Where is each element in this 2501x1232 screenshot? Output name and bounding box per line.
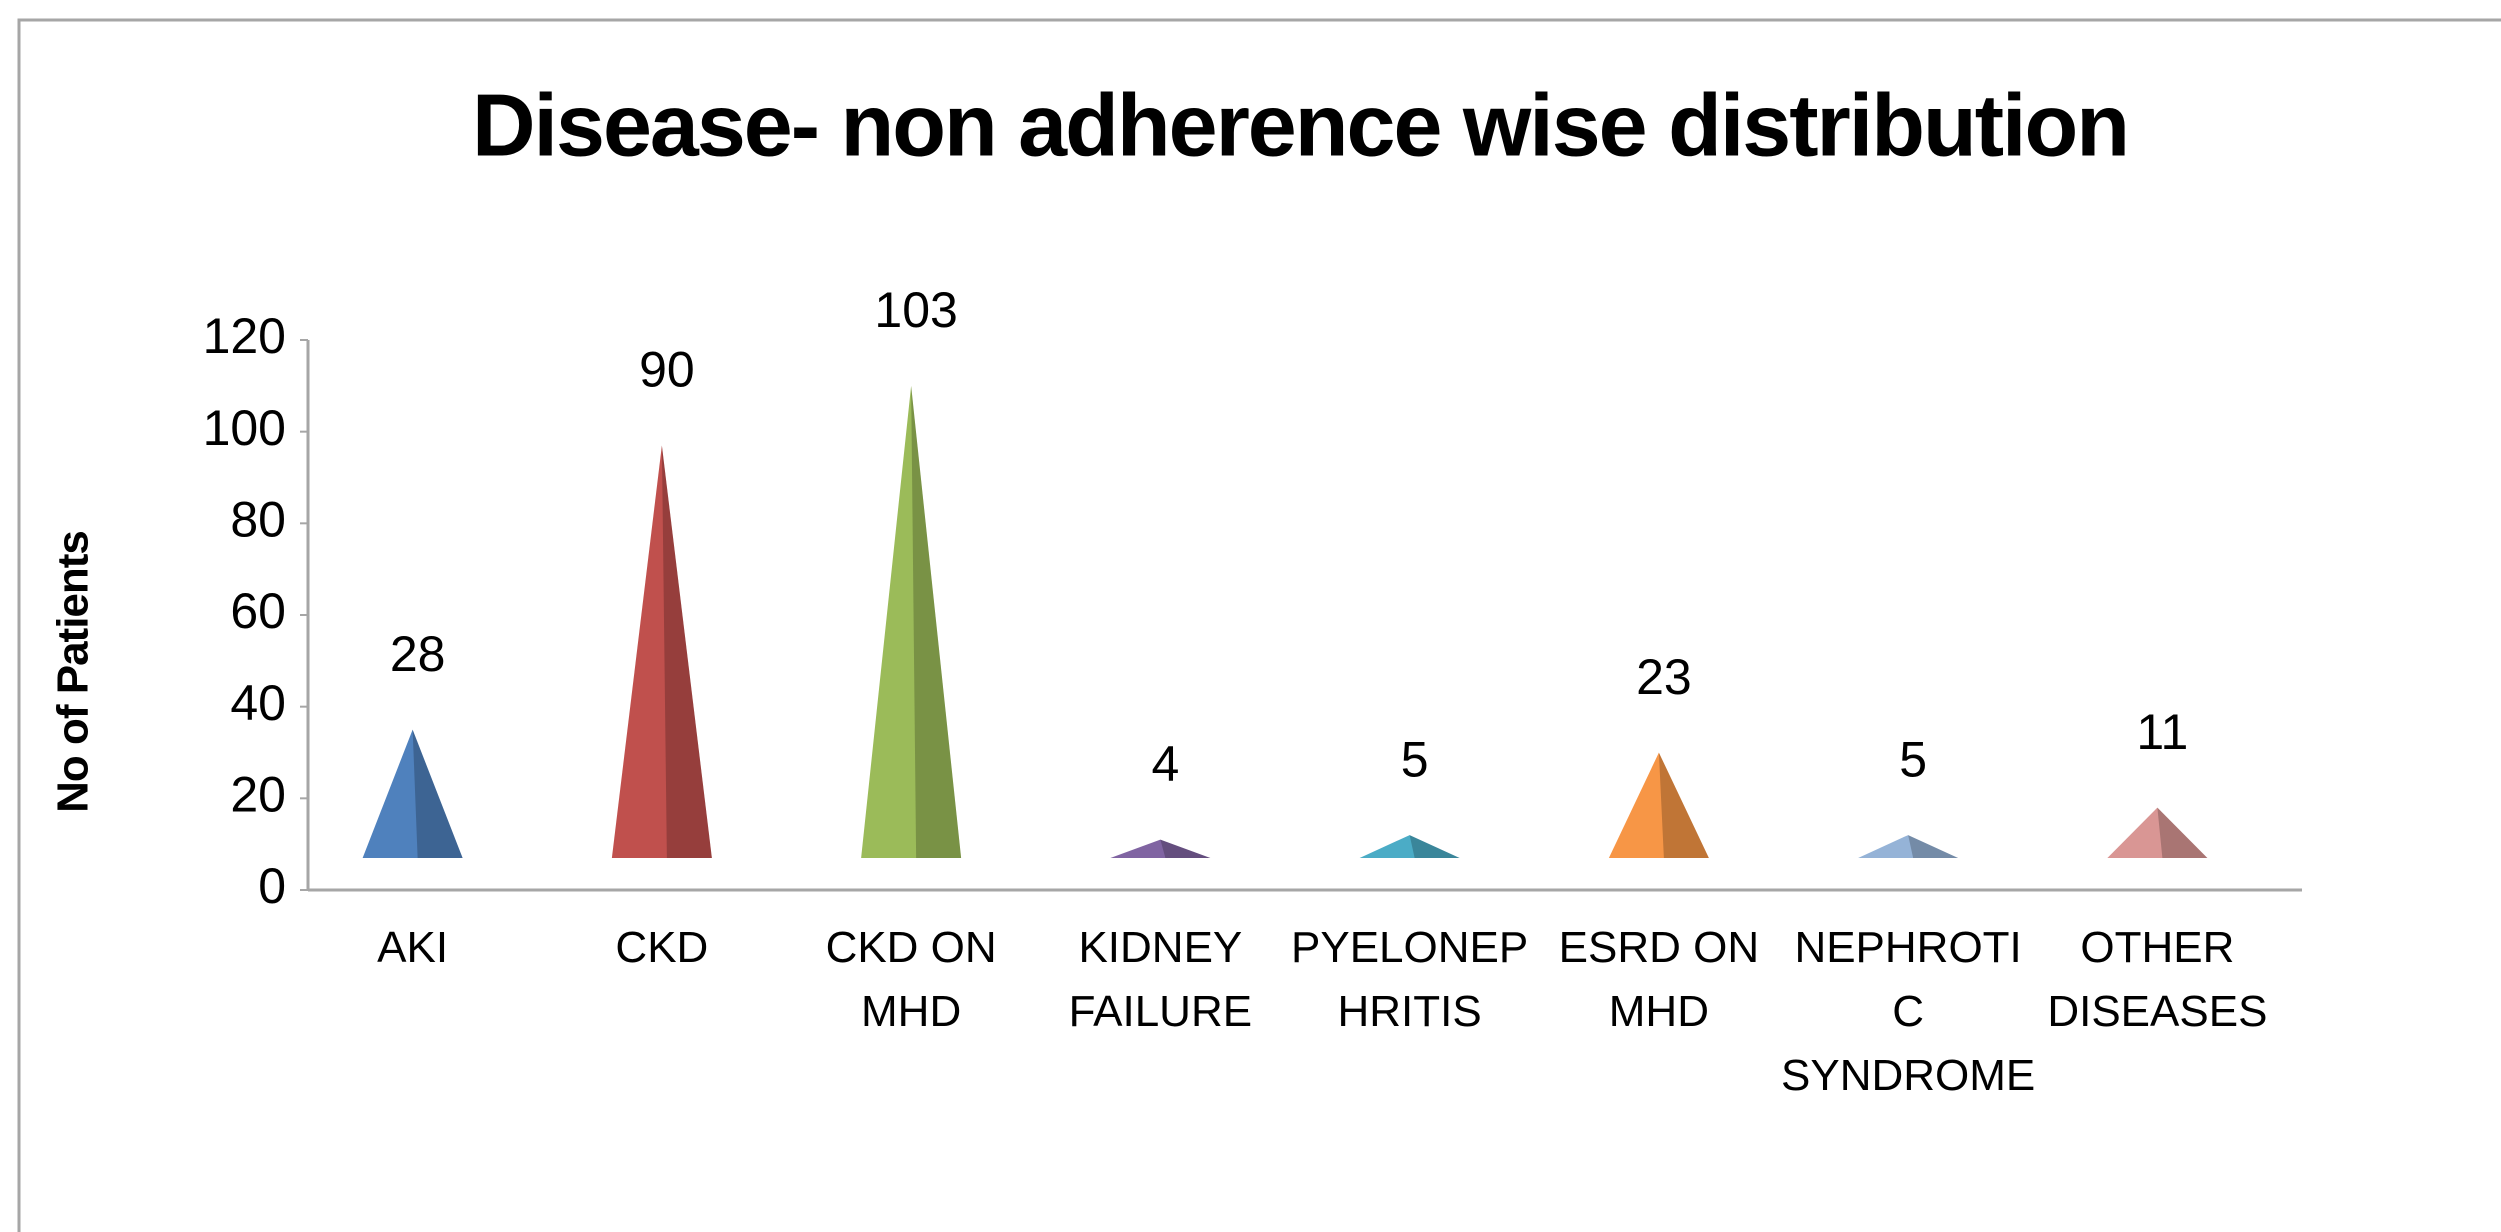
x-tick-label-line: C <box>1892 987 1924 1036</box>
y-tick-label: 80 <box>230 492 286 548</box>
x-tick-label: CKD ON MHD <box>826 923 997 1036</box>
pyramid-shade <box>1908 835 1959 858</box>
data-label: 5 <box>1401 731 1429 787</box>
x-tick-label: AKI <box>377 923 448 972</box>
pyramid-shade <box>911 385 962 858</box>
x-tick-label-line: CKD <box>615 923 708 972</box>
x-tick-label-line: OTHER <box>2080 923 2234 972</box>
x-tick-label: KIDNEY FAILURE <box>1069 923 1252 1036</box>
x-tick-label-line: MHD <box>861 987 961 1036</box>
pyramid-shade <box>661 445 712 858</box>
pyramid-shade <box>1409 835 1460 858</box>
x-tick-label-line: KIDNEY <box>1078 923 1242 972</box>
y-tick-label: 60 <box>230 583 286 639</box>
pyramid <box>1608 752 1709 858</box>
x-tick-label: OTHER DISEASES <box>2047 923 2267 1036</box>
x-tick-label: PYELONEP HRITIS <box>1291 923 1528 1036</box>
y-axis-title: No of Patients <box>49 531 98 813</box>
x-tick-label: NEPHROTI C SYNDROME <box>1781 923 2035 1100</box>
pyramid <box>1359 835 1460 858</box>
y-tick-label: 120 <box>203 308 286 364</box>
data-label: 5 <box>1899 731 1927 787</box>
x-tick-label: ESRD ON MHD <box>1559 923 1759 1036</box>
pyramid-shade <box>1160 839 1211 858</box>
pyramid <box>1110 839 1211 858</box>
pyramid <box>362 729 463 858</box>
pyramid-shade <box>2157 807 2208 858</box>
pyramid-shade <box>1658 752 1709 858</box>
data-label: 4 <box>1151 736 1179 792</box>
pyramid <box>1858 835 1959 858</box>
pyramid-shade <box>412 729 463 858</box>
pyramid <box>861 385 962 858</box>
x-tick-label-line: MHD <box>1609 987 1709 1036</box>
x-tick-label-line: CKD ON <box>826 923 997 972</box>
y-tick-label: 40 <box>230 675 286 731</box>
y-tick-label: 100 <box>203 400 286 456</box>
x-tick-label-line: FAILURE <box>1069 987 1252 1036</box>
x-tick-label-line: PYELONEP <box>1291 923 1528 972</box>
data-label: 28 <box>390 626 446 682</box>
data-label: 23 <box>1636 649 1692 705</box>
y-tick-label: 20 <box>230 767 286 823</box>
x-tick-label-line: SYNDROME <box>1781 1051 2035 1100</box>
x-tick-label: CKD <box>615 923 708 972</box>
data-label: 103 <box>874 282 957 338</box>
data-label: 11 <box>2136 704 2188 760</box>
x-tick-label-line: ESRD ON <box>1559 923 1759 972</box>
x-tick-label-line: HRITIS <box>1338 987 1482 1036</box>
data-label: 90 <box>639 342 695 398</box>
pyramid <box>611 445 712 858</box>
x-tick-label-line: DISEASES <box>2047 987 2267 1036</box>
x-tick-label-line: NEPHROTI <box>1794 923 2021 972</box>
pyramid <box>2107 807 2208 858</box>
y-tick-label: 0 <box>258 858 286 914</box>
x-tick-label-line: AKI <box>377 923 448 972</box>
chart-title: Disease- non adherence wise distribution <box>472 75 2128 174</box>
chart-frame <box>17 18 2501 1232</box>
